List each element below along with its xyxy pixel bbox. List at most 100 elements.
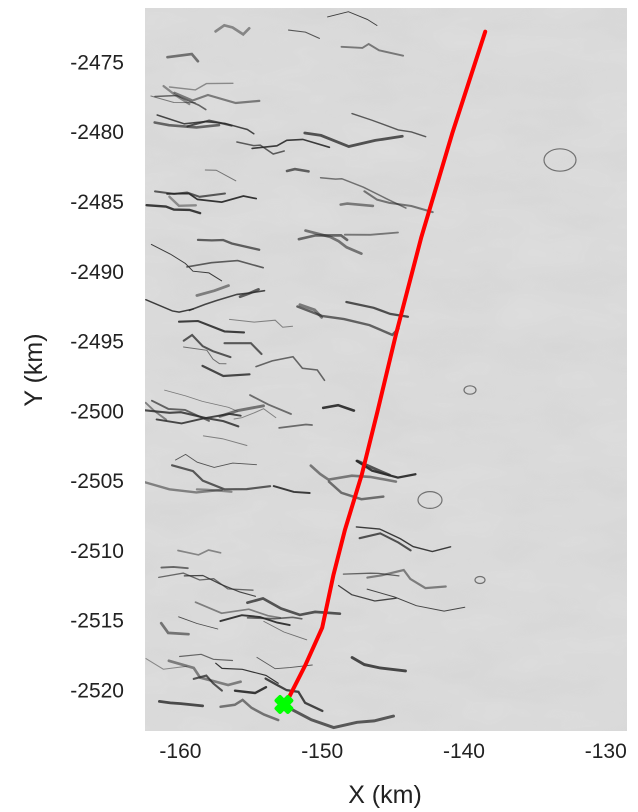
crevasse-stroke: [145, 658, 188, 670]
crevasse-stroke: [366, 588, 466, 612]
y-tick-label: -2480: [70, 121, 124, 144]
x-tick-label: -130: [585, 740, 627, 763]
crevasse-stroke: [272, 485, 311, 494]
y-tick-label: -2475: [70, 51, 124, 74]
crevasse-stroke: [192, 674, 223, 692]
crevasse-stroke: [153, 121, 221, 129]
crevasse-stroke: [186, 259, 264, 269]
crevasse-features: [145, 11, 577, 730]
crevasse-stroke: [215, 662, 279, 684]
crevasse-stroke: [214, 23, 251, 37]
y-tick-label: -2485: [70, 191, 124, 214]
crevasse-stroke: [158, 700, 204, 708]
crevasse-stroke: [177, 549, 222, 556]
crevasse-stroke: [223, 342, 263, 356]
crevasse-stroke: [182, 333, 232, 359]
crevasse-stroke: [145, 409, 240, 428]
crevasse-stroke: [278, 423, 313, 429]
crevasse-stroke: [543, 148, 577, 172]
crevasse-stroke: [366, 568, 447, 590]
crevasse-stroke: [463, 385, 477, 395]
crevasse-stroke: [238, 288, 260, 299]
crevasse-stroke: [339, 202, 375, 208]
crevasse-stroke: [233, 408, 277, 420]
crevasse-stroke: [474, 575, 486, 585]
crevasse-stroke: [309, 464, 398, 483]
crevasse-stroke: [154, 190, 226, 198]
crevasse-stroke: [150, 95, 196, 104]
x-tick-label: -140: [443, 740, 485, 763]
crevasse-stroke: [256, 656, 313, 670]
crevasse-stroke: [298, 303, 324, 319]
crevasse-stroke: [327, 11, 378, 26]
crevasse-stroke: [145, 204, 202, 215]
y-tick-label: -2515: [70, 610, 124, 633]
crevasse-stroke: [287, 29, 320, 39]
crevasse-stroke: [219, 698, 280, 722]
crevasse-stroke: [150, 243, 223, 282]
crevasse-stroke: [363, 190, 434, 214]
crevasse-stroke: [229, 318, 293, 328]
crevasse-stroke: [202, 435, 248, 446]
crevasse-stroke: [154, 94, 207, 111]
crevasse-stroke: [263, 620, 308, 641]
crevasse-stroke: [178, 616, 219, 630]
y-tick-label: -2490: [70, 261, 124, 284]
y-tick-label: -2495: [70, 331, 124, 354]
crevasse-stroke: [168, 82, 234, 91]
x-tick-label: -160: [159, 740, 201, 763]
crevasse-stroke: [233, 686, 268, 695]
crevasse-stroke: [166, 52, 200, 63]
crevasse-stroke: [290, 708, 395, 730]
crevasse-stroke: [337, 584, 397, 602]
crevasse-stroke: [173, 91, 261, 105]
x-tick-label: -150: [301, 740, 343, 763]
crevasse-stroke: [177, 319, 246, 334]
crevasse-stroke: [297, 233, 349, 242]
crevasse-stroke: [417, 491, 443, 510]
crevasse-stroke: [145, 299, 195, 313]
crevasse-stroke: [218, 404, 265, 418]
crevasse-stroke: [303, 131, 404, 148]
crevasse-stroke: [327, 480, 385, 501]
crevasse-stroke: [236, 141, 285, 155]
crevasse-stroke: [183, 346, 227, 365]
crevasse-stroke: [343, 231, 399, 236]
crevasse-stroke: [183, 574, 256, 597]
crevasse-stroke: [246, 597, 342, 617]
crevasse-stroke: [204, 169, 237, 182]
y-axis-label: Y (km): [20, 333, 48, 406]
crevasse-stroke: [246, 616, 303, 620]
x-axis-label: X (km): [348, 781, 422, 809]
crevasse-stroke: [255, 355, 326, 382]
crevasse-stroke: [156, 114, 255, 135]
track-line: [284, 29, 488, 704]
crevasse-stroke: [355, 526, 452, 553]
crevasse-stroke: [160, 565, 189, 570]
crevasse-stroke: [194, 601, 282, 619]
crevasse-stroke: [319, 176, 407, 209]
crevasse-stroke: [145, 481, 223, 494]
crevasse-stroke: [168, 195, 197, 208]
crevasse-stroke: [342, 572, 400, 577]
crevasse-stroke: [196, 238, 261, 251]
series-layer: [274, 29, 488, 714]
crevasse-stroke: [321, 403, 356, 412]
crevasse-stroke: [249, 394, 292, 415]
crevasse-stroke: [285, 167, 310, 173]
crevasse-stroke: [251, 138, 331, 150]
y-tick-label: -2500: [70, 400, 124, 423]
crevasse-stroke: [164, 389, 238, 412]
crevasse-stroke: [195, 284, 230, 297]
y-tick-label: -2505: [70, 470, 124, 493]
crevasse-stroke: [219, 614, 291, 627]
crevasse-stroke: [175, 453, 257, 468]
crevasse-stroke: [195, 488, 233, 493]
y-tick-label: -2520: [70, 680, 124, 703]
axis-ticks: -160 -150 -140 -130 -2475 -2480 -2485 -2490 -249…: [70, 51, 626, 763]
y-tick-label: -2510: [70, 540, 124, 563]
start-marker: [274, 695, 294, 714]
crevasse-stroke: [358, 532, 412, 552]
crevasse-stroke: [350, 656, 407, 673]
